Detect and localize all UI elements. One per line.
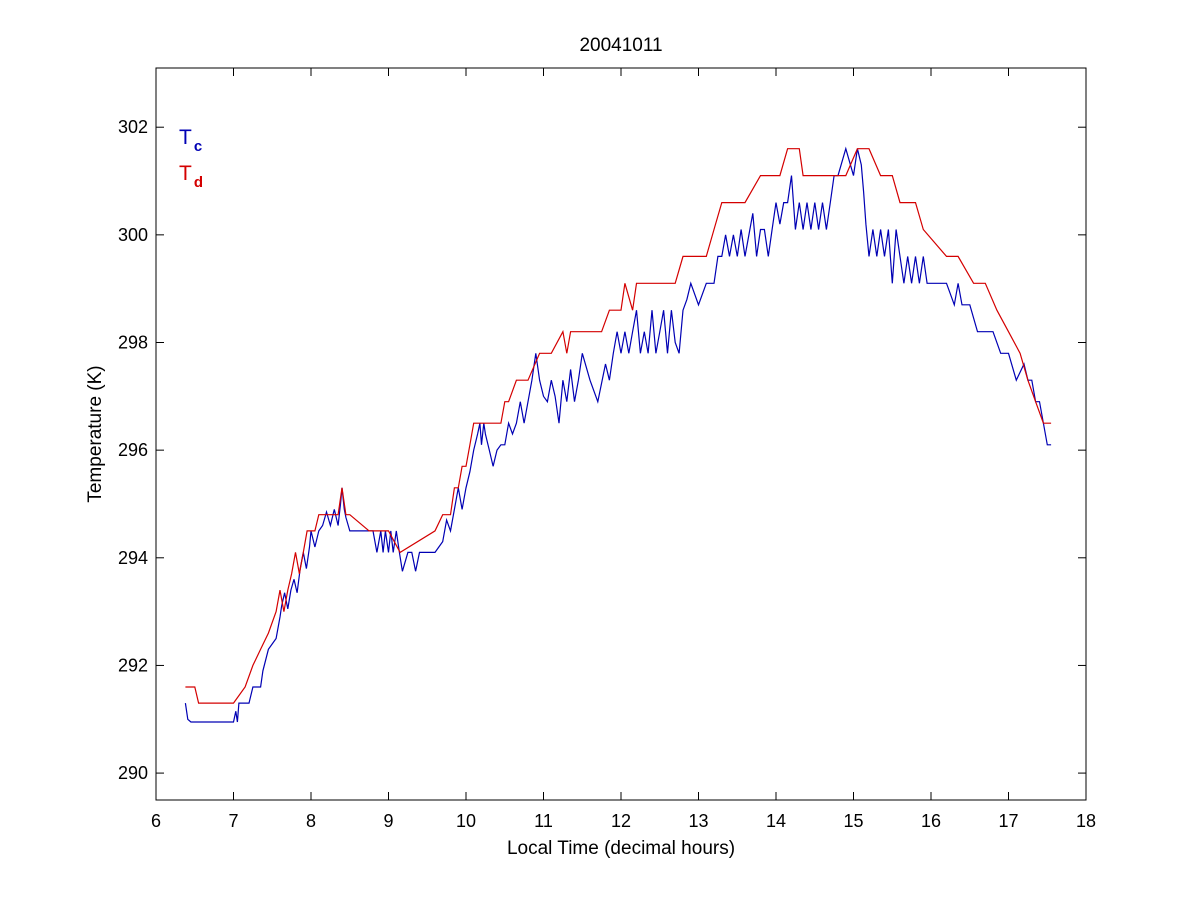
y-tick-label: 292 (118, 655, 148, 675)
y-axis-label: Temperature (K) (85, 365, 106, 502)
x-tick-label: 9 (383, 811, 393, 831)
x-tick-label: 13 (688, 811, 708, 831)
x-axis: 6 7 8 9 10 11 12 13 14 15 16 17 18 (151, 68, 1096, 831)
y-tick-label: 294 (118, 548, 148, 568)
series-line-td (185, 148, 1052, 704)
x-tick-label: 7 (228, 811, 238, 831)
y-tick-label: 298 (118, 333, 148, 353)
x-tick-label: 6 (151, 811, 161, 831)
legend-td-sub: d (194, 174, 203, 191)
y-tick-label: 302 (118, 117, 148, 137)
x-tick-label: 12 (611, 811, 631, 831)
x-tick-label: 16 (921, 811, 941, 831)
x-tick-label: 17 (998, 811, 1018, 831)
plot-area (155, 67, 1087, 801)
x-tick-label: 14 (766, 811, 786, 831)
y-tick-label: 290 (118, 763, 148, 783)
chart-title: 20041011 (579, 35, 662, 56)
series-lines (184, 146, 1052, 723)
x-axis-label: Local Time (decimal hours) (507, 838, 735, 859)
x-tick-label: 10 (456, 811, 476, 831)
legend-tc-sub: c (194, 138, 202, 155)
x-tick-label: 8 (306, 811, 316, 831)
x-tick-label: 15 (843, 811, 863, 831)
y-tick-label: 296 (118, 440, 148, 460)
y-tick-label: 300 (118, 225, 148, 245)
y-axis: 290 292 294 296 298 300 302 (118, 117, 1086, 783)
x-tick-label: 18 (1076, 811, 1096, 831)
series-line-tc (184, 146, 1052, 723)
legend-td-main: T (179, 162, 192, 185)
legend-tc-main: T (179, 126, 192, 149)
x-tick-label: 11 (534, 811, 553, 831)
